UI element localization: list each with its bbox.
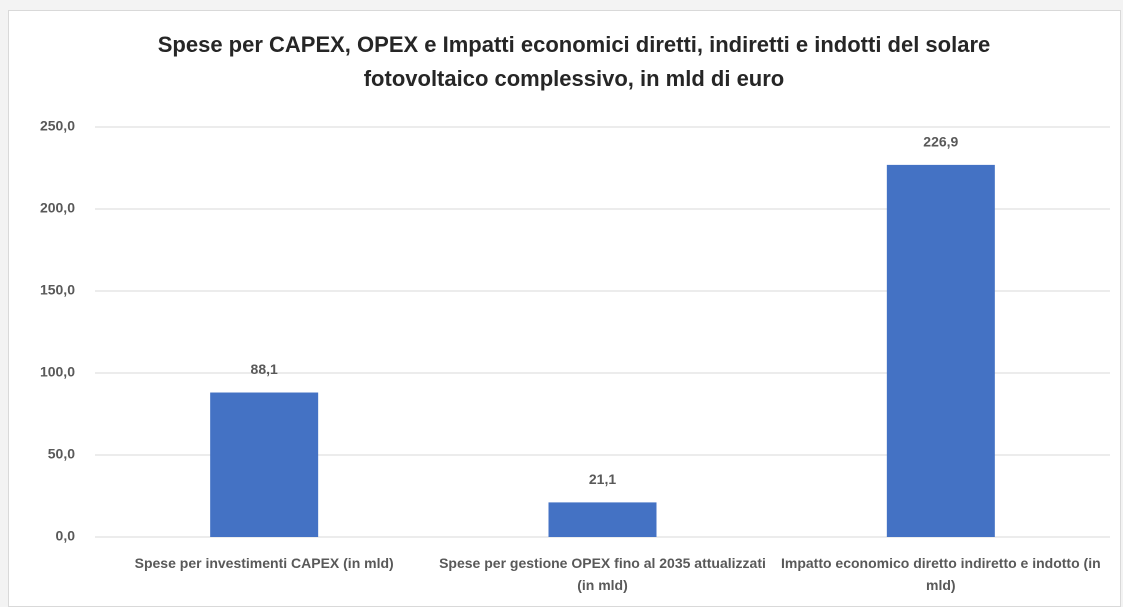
y-tick-label: 200,0 [40, 200, 75, 216]
data-label: 88,1 [251, 361, 278, 377]
x-tick-label: Spese per gestione OPEX fino al 2035 att… [439, 555, 766, 593]
x-tick-label: Impatto economico diretto indiretto e in… [780, 555, 1101, 593]
y-tick-label: 50,0 [48, 446, 75, 462]
chart-title: Spese per CAPEX, OPEX e Impatti economic… [157, 32, 991, 91]
y-tick-label: 250,0 [40, 118, 75, 134]
y-tick-label: 150,0 [40, 282, 75, 298]
y-tick-label: 0,0 [56, 528, 76, 544]
bar [210, 392, 319, 537]
data-label: 21,1 [589, 471, 616, 487]
bar [548, 502, 657, 537]
y-tick-label: 100,0 [40, 364, 75, 380]
x-tick-label: Spese per investimenti CAPEX (in mld) [134, 555, 394, 571]
bar [886, 164, 995, 537]
data-label: 226,9 [923, 134, 958, 150]
